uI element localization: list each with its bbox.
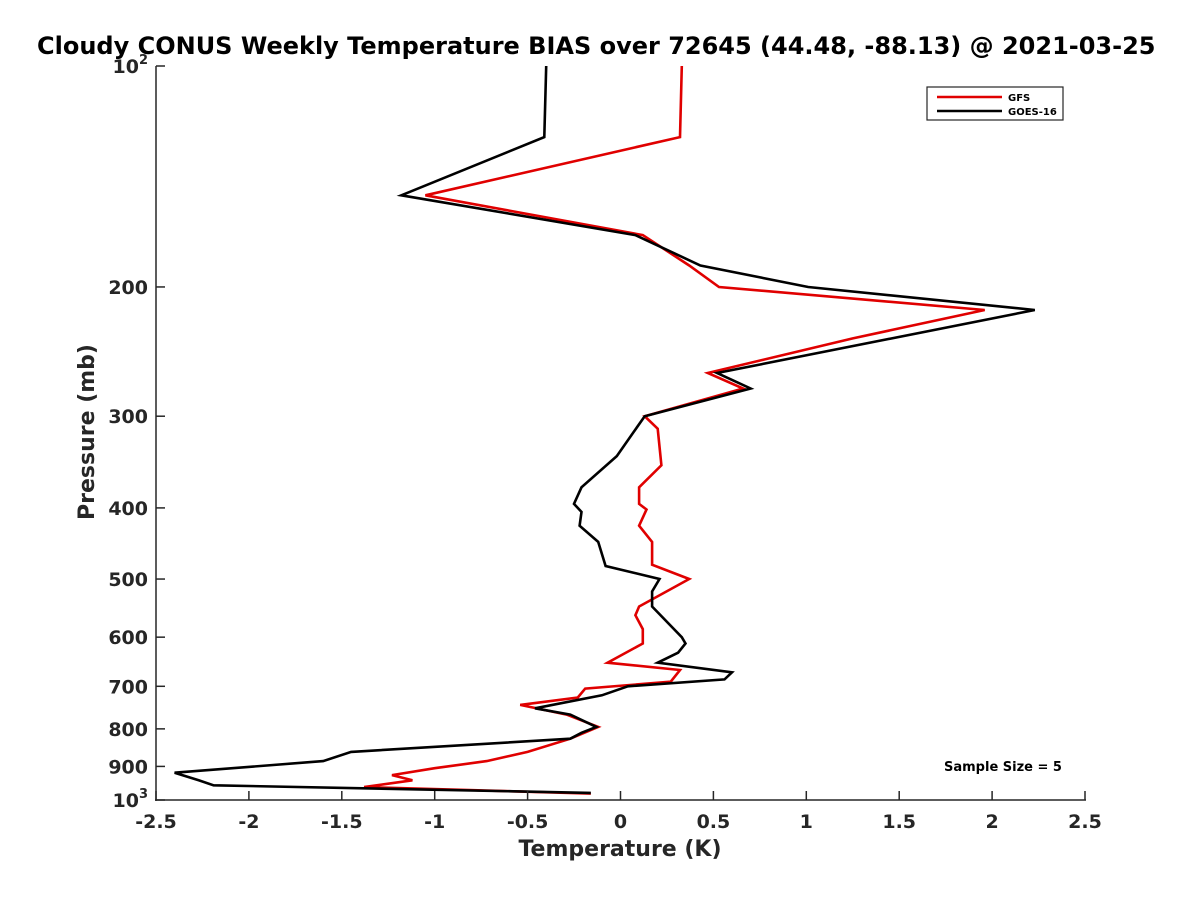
sample-size-annotation: Sample Size = 5	[944, 760, 1062, 775]
x-axis-label: Temperature (K)	[518, 837, 721, 862]
legend-label-goes-16: GOES-16	[1008, 107, 1057, 118]
y-tick-label: 600	[108, 627, 148, 649]
chart-title: Cloudy CONUS Weekly Temperature BIAS ove…	[37, 32, 1155, 60]
series-layer	[174, 65, 1036, 795]
x-tick-label: 0.5	[697, 811, 731, 833]
x-tick-label: -2.5	[135, 811, 177, 833]
x-tick-label: -1	[424, 811, 445, 833]
x-tick-label: -2	[238, 811, 259, 833]
y-tick-label: 500	[108, 569, 148, 591]
x-tick-label: 0	[614, 811, 627, 833]
x-tick-label: 1	[800, 811, 813, 833]
axes-layer: -2.5 -2 -1.5 -1 -0.5 0 0.5 1 1.5 2 2.5 102 200 300 400…	[108, 53, 1102, 833]
legend: GFS GOES-16	[926, 86, 1064, 121]
y-tick-label: 800	[108, 719, 148, 741]
series-line-goes-16	[174, 65, 1036, 795]
legend-box	[926, 86, 1064, 121]
x-tick-label: 1.5	[882, 811, 916, 833]
y-tick-label: 300	[108, 406, 148, 428]
y-tick-label: 102	[113, 53, 149, 78]
x-tick-label: -1.5	[321, 811, 363, 833]
y-tick-label: 200	[108, 277, 148, 299]
series-line-gfs	[363, 65, 985, 795]
y-tick-label: 103	[113, 787, 149, 812]
y-axis-label: Pressure (mb)	[75, 344, 100, 520]
y-tick-label: 900	[108, 756, 148, 778]
legend-label-gfs: GFS	[1008, 93, 1030, 104]
x-tick-label: 2.5	[1068, 811, 1102, 833]
x-tick-label: 2	[985, 811, 998, 833]
y-tick-label: 400	[108, 498, 148, 520]
y-tick-label: 700	[108, 676, 148, 698]
x-tick-label: -0.5	[507, 811, 549, 833]
